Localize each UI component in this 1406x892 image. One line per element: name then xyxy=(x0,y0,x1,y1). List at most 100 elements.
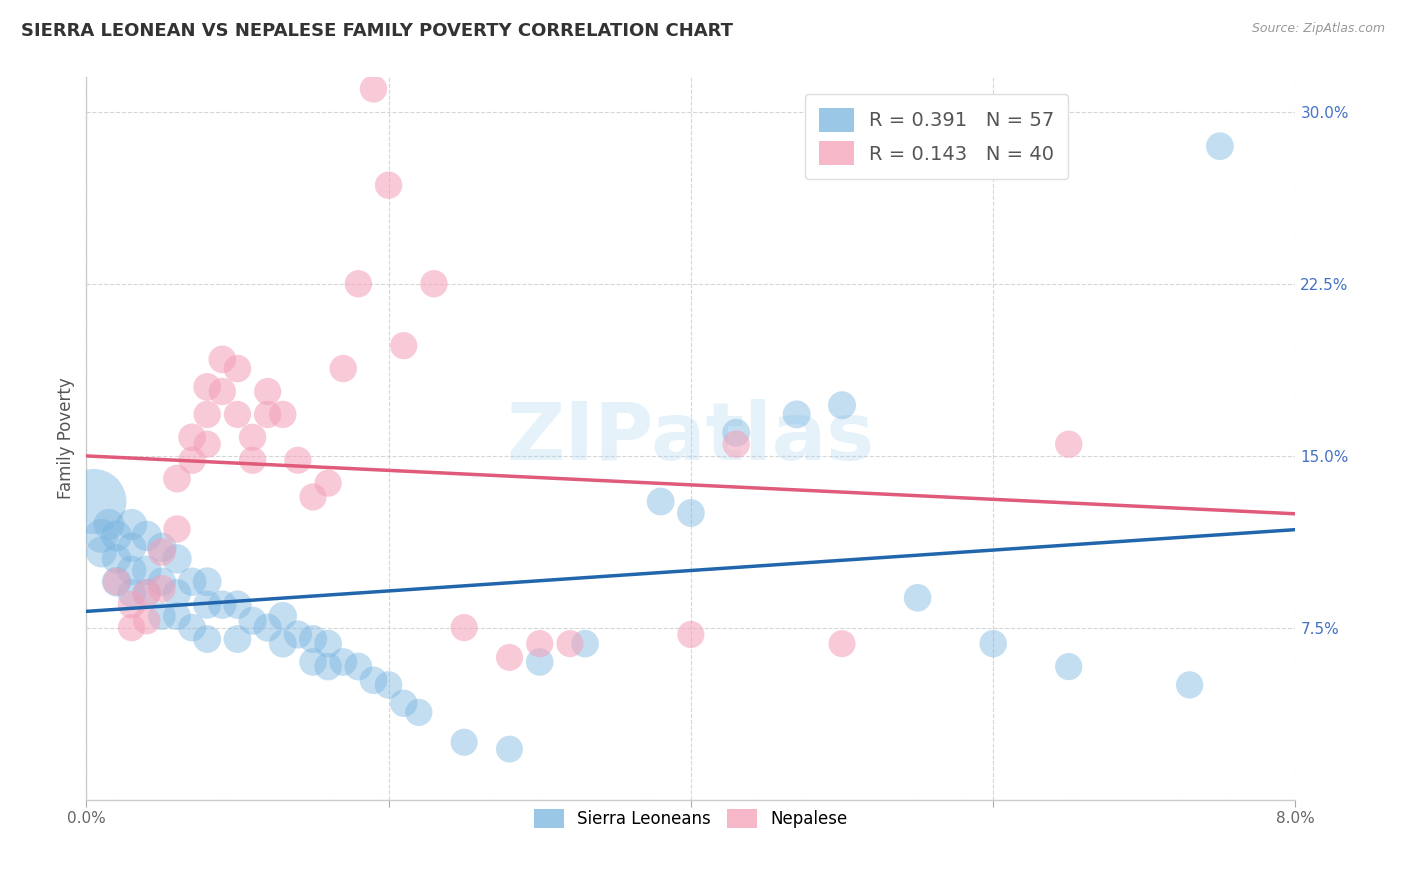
Point xyxy=(558,637,581,651)
Point xyxy=(105,551,128,566)
Point xyxy=(135,586,157,600)
Point xyxy=(302,655,325,669)
Point xyxy=(166,522,188,536)
Point xyxy=(377,178,399,193)
Point xyxy=(453,735,475,749)
Point xyxy=(97,517,120,532)
Point xyxy=(679,627,702,641)
Point xyxy=(392,696,415,710)
Y-axis label: Family Poverty: Family Poverty xyxy=(58,377,75,500)
Point xyxy=(195,380,218,394)
Point xyxy=(181,453,204,467)
Point xyxy=(195,632,218,646)
Point xyxy=(121,621,143,635)
Point xyxy=(166,586,188,600)
Point xyxy=(256,384,278,399)
Point xyxy=(831,637,853,651)
Point xyxy=(226,408,249,422)
Point xyxy=(135,563,157,577)
Point xyxy=(121,517,143,532)
Point xyxy=(316,476,339,491)
Point xyxy=(90,545,112,559)
Point xyxy=(271,408,294,422)
Point xyxy=(226,361,249,376)
Point xyxy=(786,408,808,422)
Point xyxy=(256,621,278,635)
Text: Source: ZipAtlas.com: Source: ZipAtlas.com xyxy=(1251,22,1385,36)
Point xyxy=(679,506,702,520)
Point xyxy=(529,655,551,669)
Point xyxy=(574,637,596,651)
Point xyxy=(150,609,173,624)
Point xyxy=(423,277,446,291)
Point xyxy=(150,541,173,555)
Point xyxy=(242,453,264,467)
Point xyxy=(211,352,233,367)
Point xyxy=(121,586,143,600)
Point xyxy=(981,637,1004,651)
Point xyxy=(1178,678,1201,692)
Legend: Sierra Leoneans, Nepalese: Sierra Leoneans, Nepalese xyxy=(527,802,855,835)
Text: SIERRA LEONEAN VS NEPALESE FAMILY POVERTY CORRELATION CHART: SIERRA LEONEAN VS NEPALESE FAMILY POVERT… xyxy=(21,22,733,40)
Point xyxy=(83,494,105,508)
Point xyxy=(242,430,264,444)
Point xyxy=(121,563,143,577)
Point xyxy=(332,361,354,376)
Point xyxy=(166,551,188,566)
Point xyxy=(347,659,370,673)
Point xyxy=(498,742,520,756)
Point xyxy=(287,453,309,467)
Point xyxy=(90,529,112,543)
Point xyxy=(150,582,173,596)
Point xyxy=(1057,437,1080,451)
Point xyxy=(907,591,929,605)
Point xyxy=(316,659,339,673)
Point xyxy=(332,655,354,669)
Point xyxy=(195,408,218,422)
Point xyxy=(166,609,188,624)
Point xyxy=(181,574,204,589)
Point xyxy=(650,494,672,508)
Point xyxy=(271,637,294,651)
Point xyxy=(498,650,520,665)
Point xyxy=(121,598,143,612)
Point xyxy=(831,398,853,412)
Point xyxy=(316,637,339,651)
Point xyxy=(195,574,218,589)
Point xyxy=(181,430,204,444)
Point xyxy=(105,574,128,589)
Point xyxy=(363,673,385,688)
Point xyxy=(1057,659,1080,673)
Point xyxy=(453,621,475,635)
Text: ZIPatlas: ZIPatlas xyxy=(506,400,875,477)
Point xyxy=(150,574,173,589)
Point xyxy=(377,678,399,692)
Point xyxy=(226,598,249,612)
Point xyxy=(392,338,415,352)
Point xyxy=(271,609,294,624)
Point xyxy=(105,529,128,543)
Point xyxy=(725,425,748,440)
Point xyxy=(105,574,128,589)
Point xyxy=(211,384,233,399)
Point xyxy=(135,614,157,628)
Point xyxy=(150,545,173,559)
Point xyxy=(121,541,143,555)
Point xyxy=(166,472,188,486)
Point xyxy=(287,627,309,641)
Point xyxy=(195,437,218,451)
Point xyxy=(1209,139,1232,153)
Point xyxy=(242,614,264,628)
Point xyxy=(135,586,157,600)
Point xyxy=(211,598,233,612)
Point xyxy=(725,437,748,451)
Point xyxy=(363,82,385,96)
Point xyxy=(408,706,430,720)
Point xyxy=(135,529,157,543)
Point xyxy=(181,621,204,635)
Point xyxy=(302,490,325,504)
Point xyxy=(529,637,551,651)
Point xyxy=(256,408,278,422)
Point xyxy=(195,598,218,612)
Point xyxy=(226,632,249,646)
